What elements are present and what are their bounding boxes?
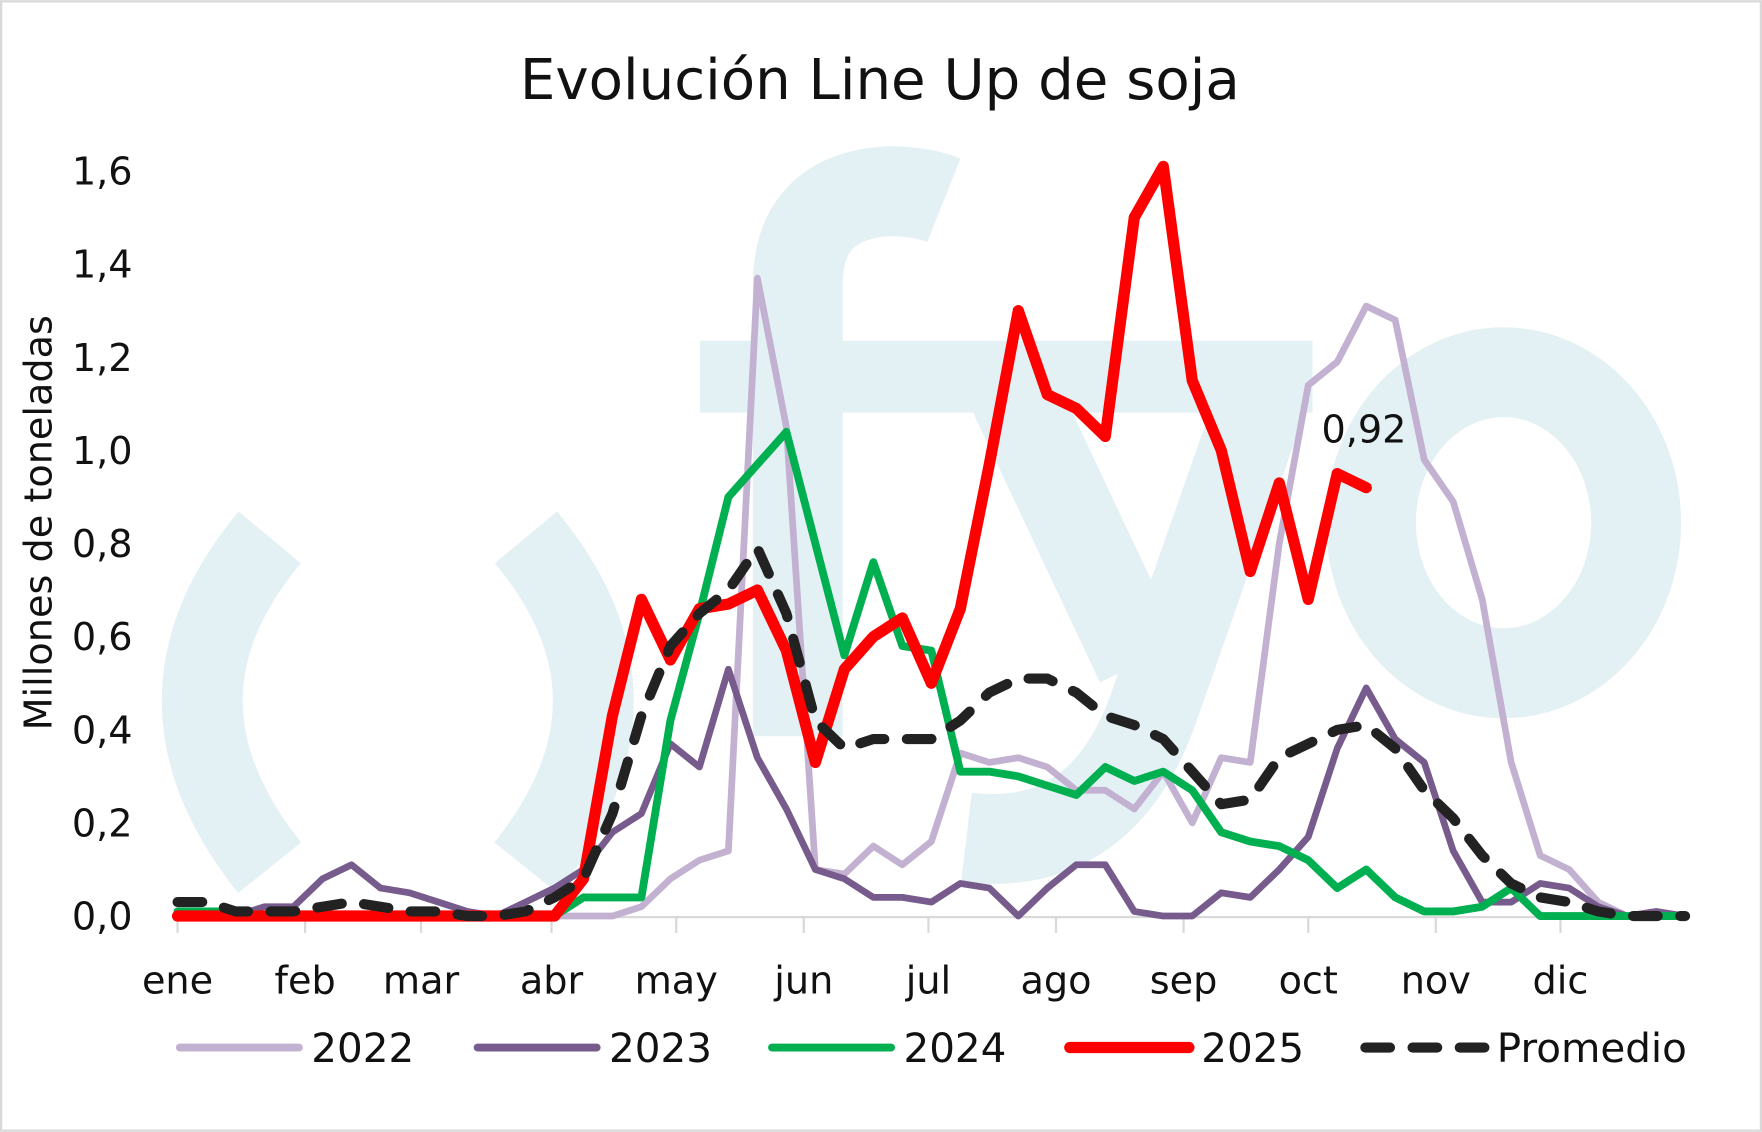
x-tick-label: jul: [905, 960, 951, 1004]
legend-label-2023: 2023: [609, 1024, 712, 1072]
x-tick-label: ene: [142, 960, 213, 1004]
watermark-f-shape: [752, 146, 961, 737]
legend-label-promedio: Promedio: [1497, 1024, 1687, 1072]
y-tick-label: 1,4: [72, 244, 133, 288]
y-tick-label: 1,2: [72, 337, 133, 381]
x-tick-label: mar: [383, 960, 460, 1004]
watermark-y-shape: [961, 357, 1313, 884]
y-tick-label: 0,8: [72, 523, 133, 567]
chart-title: Evolución Line Up de soja: [520, 48, 1240, 113]
series-line-promedio: [172, 543, 1691, 922]
watermark-left-paren-shape: [161, 511, 302, 893]
x-tick-label: jun: [773, 960, 833, 1004]
fyo-watermark-logo: [161, 146, 1682, 893]
x-tick-label: oct: [1279, 960, 1338, 1004]
watermark-o-shape: [1325, 327, 1682, 719]
legend-label-2022: 2022: [311, 1024, 414, 1072]
y-axis-title: Millones de toneladas: [18, 315, 62, 730]
x-tick-label: sep: [1150, 960, 1218, 1004]
x-tick-label: nov: [1401, 960, 1471, 1004]
x-tick-label: feb: [275, 960, 336, 1004]
y-tick-label: 0,4: [72, 709, 133, 753]
x-tick-label: ago: [1021, 960, 1092, 1004]
y-tick-label: 1,0: [72, 430, 133, 474]
y-tick-label: 1,6: [72, 150, 133, 194]
watermark-right-paren-shape: [493, 511, 634, 893]
data-label-2025-last: 0,92: [1321, 409, 1406, 453]
series-line-2025: [171, 160, 1372, 922]
legend-label-2025: 2025: [1201, 1024, 1304, 1072]
x-tick-label: dic: [1533, 960, 1589, 1004]
y-axis-ticks: 0,0 0,2 0,4 0,6 0,8 1,0 1,2 1,4 1,6: [72, 150, 133, 939]
series-line-2023: [174, 665, 1689, 920]
legend-label-2024: 2024: [903, 1024, 1006, 1072]
x-tick-label: abr: [520, 960, 584, 1004]
y-tick-label: 0,2: [72, 802, 133, 846]
y-tick-label: 0,0: [72, 896, 133, 940]
series-lines: [171, 160, 1691, 922]
legend: 2022 2023 2024 2025 Promedio: [175, 1024, 1687, 1072]
y-tick-label: 0,6: [72, 616, 133, 660]
x-tick-label: may: [635, 960, 718, 1004]
